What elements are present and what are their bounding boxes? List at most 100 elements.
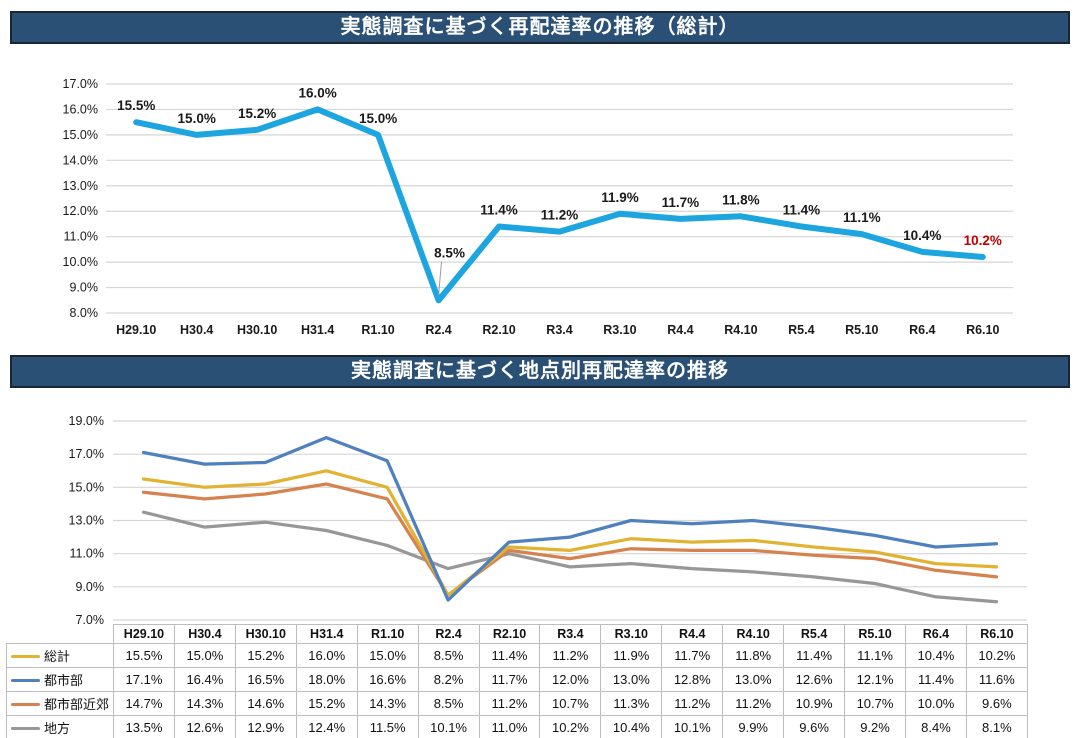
total-chart-title-banner: 実態調査に基づく再配達率の推移（総計） (10, 11, 1070, 44)
period-header-cell: R5.10 (844, 624, 906, 644)
period-header-cell: R5.4 (783, 624, 846, 644)
value-cell: 10.4% (904, 643, 967, 668)
value-cell: 12.6% (783, 667, 846, 692)
x-axis-tick-label: H29.10 (116, 323, 156, 337)
period-header-cell: R6.4 (904, 624, 967, 644)
value-cell: 9.6% (965, 691, 1028, 716)
total-redelivery-line-chart: 17.0% 16.0% 15.0% 14.0% 13.0% 12.0% 11.0% 10.0%… (63, 77, 1013, 337)
value-cell: 15.0% (173, 643, 236, 668)
y-axis-tick-label: 15.0% (69, 480, 104, 494)
data-label: 15.0% (178, 111, 216, 126)
value-cell: 8.2% (417, 667, 480, 692)
value-cell: 10.7% (539, 691, 602, 716)
y-axis-tick-label: 7.0% (76, 613, 105, 627)
value-cell: 9.9% (722, 715, 785, 738)
value-cell: 11.7% (661, 643, 724, 668)
series-name: 都市部 (44, 673, 84, 688)
y-axis-tick-label: 14.0% (63, 153, 98, 167)
series-name: 地方 (44, 721, 71, 736)
series-line-2 (141, 482, 999, 597)
period-header-cell: H31.4 (295, 624, 358, 644)
x-axis-tick-label: R2.4 (425, 323, 451, 337)
x-axis-tick-label: R4.4 (667, 323, 693, 337)
value-cell: 11.5% (356, 715, 419, 738)
y-axis-tick-label: 9.0% (70, 281, 99, 295)
period-header-cell: R3.10 (600, 624, 663, 644)
value-cell: 8.4% (904, 715, 967, 738)
x-axis-tick-label: R6.10 (966, 323, 999, 337)
value-cell: 15.5% (113, 643, 175, 668)
series-legend-swatch (11, 679, 40, 683)
table-row-series-1: 都市部 17.1% 16.4% 16.5% 18.0% 16.6% 8.2% 11.7% 12.… (6, 667, 1028, 692)
value-cell: 10.4% (600, 715, 663, 738)
data-label: 15.2% (238, 106, 276, 121)
value-cell: 17.1% (113, 667, 175, 692)
y-axis-tick-label: 15.0% (63, 128, 98, 142)
value-cell: 14.3% (356, 691, 419, 716)
value-cell: 11.6% (965, 667, 1028, 692)
series-line-total (133, 106, 986, 304)
x-axis-tick-label: H30.4 (180, 323, 213, 337)
value-cell: 12.9% (234, 715, 297, 738)
data-label: 8.5% (434, 245, 465, 260)
y-axis-tick-label: 19.0% (69, 414, 104, 428)
total-chart-title: 実態調査に基づく再配達率の推移（総計） (340, 16, 740, 38)
y-axis-tick-label: 11.0% (63, 230, 98, 244)
by-area-chart-title: 実態調査に基づく地点別再配達率の推移 (351, 360, 729, 382)
period-header-cell: H29.10 (113, 624, 175, 644)
x-axis-tick-label: R2.10 (482, 323, 515, 337)
value-cell: 16.4% (173, 667, 236, 692)
value-cell: 14.7% (113, 691, 175, 716)
value-cell: 9.6% (783, 715, 846, 738)
value-cell: 10.7% (844, 691, 906, 716)
value-cell: 11.2% (722, 691, 785, 716)
data-label: 11.4% (480, 202, 518, 217)
value-cell: 10.2% (965, 643, 1028, 668)
y-axis-tick-label: 13.0% (63, 179, 98, 193)
x-axis-tick-label: R4.10 (724, 323, 757, 337)
x-axis-tick-label: R3.4 (546, 323, 572, 337)
value-cell: 12.1% (844, 667, 906, 692)
data-label: 11.8% (722, 192, 760, 207)
value-cell: 10.2% (539, 715, 602, 738)
by-area-chart-title-banner: 実態調査に基づく地点別再配達率の推移 (10, 355, 1070, 388)
series-label-cell: 総計 (6, 643, 114, 668)
x-axis-tick-label: R6.4 (909, 323, 935, 337)
period-header-cell: R2.4 (417, 624, 480, 644)
series-line-0 (141, 469, 999, 597)
period-header-cell: H30.4 (173, 624, 236, 644)
period-header-cell: R1.10 (356, 624, 419, 644)
value-cell: 11.7% (478, 667, 541, 692)
period-header-cell: R4.10 (722, 624, 785, 644)
table-corner-cell (7, 625, 114, 644)
value-cell: 11.4% (478, 643, 541, 668)
value-cell: 8.5% (417, 643, 480, 668)
period-header-cell: R3.4 (539, 624, 602, 644)
y-axis-tick-label: 17.0% (69, 447, 104, 461)
series-legend-swatch (11, 703, 40, 707)
value-cell: 10.1% (417, 715, 480, 738)
data-label: 10.2% (964, 233, 1002, 248)
table-row-series-2: 都市部近郊 14.7% 14.3% 14.6% 15.2% 14.3% 8.5% 11.2% 1… (6, 691, 1028, 716)
value-cell: 11.2% (539, 643, 602, 668)
value-cell: 11.3% (600, 691, 663, 716)
data-label: 10.4% (903, 228, 941, 243)
value-cell: 16.5% (234, 667, 297, 692)
value-cell: 12.0% (539, 667, 602, 692)
value-cell: 8.1% (965, 715, 1028, 738)
y-axis-tick-label: 11.0% (69, 547, 104, 561)
value-cell: 15.2% (295, 691, 358, 716)
value-cell: 12.8% (661, 667, 724, 692)
data-label: 16.0% (298, 85, 336, 100)
y-axis-tick-label: 13.0% (69, 514, 104, 528)
value-cell: 10.9% (783, 691, 846, 716)
table-header-row: H29.10 H30.4 H30.10 H31.4 R1.10 R2.4 R2.10 R3.4… (7, 624, 1028, 644)
value-cell: 12.6% (173, 715, 236, 738)
value-cell: 12.4% (295, 715, 358, 738)
series-name: 都市部近郊 (44, 697, 110, 712)
data-label: 15.5% (117, 98, 155, 113)
period-header-cell: R6.10 (965, 624, 1028, 644)
value-cell: 14.6% (234, 691, 297, 716)
data-label: 11.4% (783, 202, 821, 217)
